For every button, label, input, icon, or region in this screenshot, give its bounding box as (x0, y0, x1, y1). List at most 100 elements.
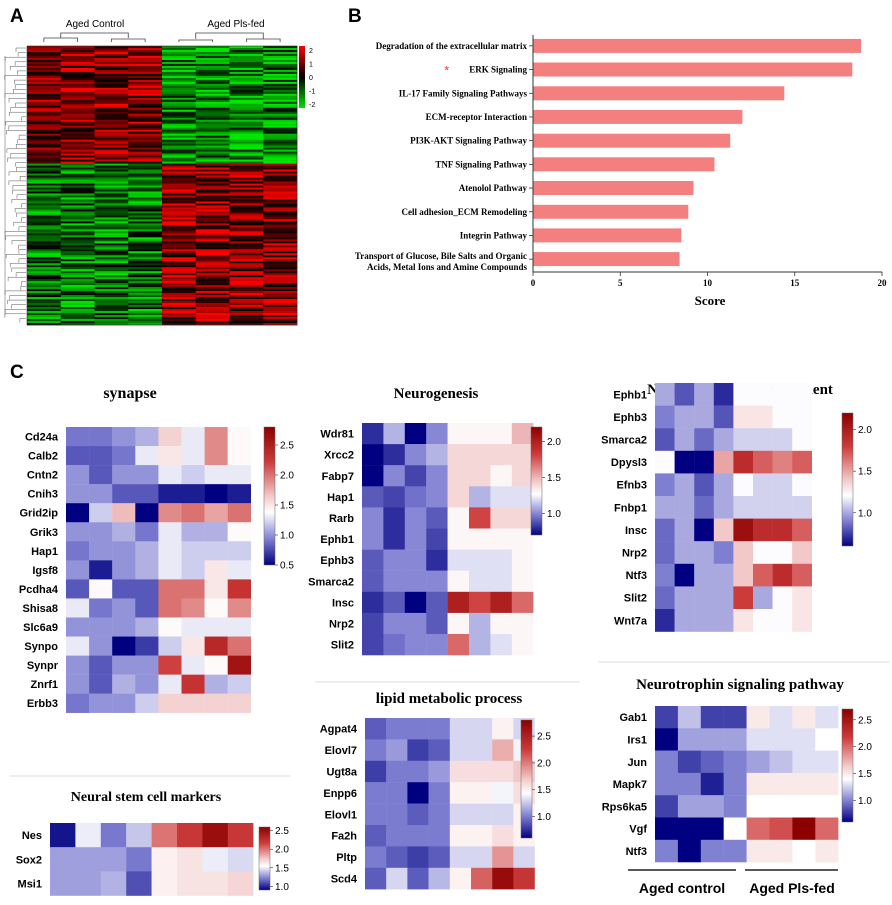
heatmap-cell (27, 219, 62, 222)
heatmap-cell (112, 579, 136, 599)
heatmap-cell (27, 103, 62, 107)
heatmap-cell (195, 269, 230, 272)
heatmap-cell (677, 772, 701, 796)
bar (533, 38, 862, 53)
heatmap-cell (60, 175, 95, 178)
heatmap-cell (263, 69, 298, 73)
heatmap-cell (723, 706, 747, 729)
heatmap-cell (128, 143, 163, 146)
heatmap-cell (263, 311, 298, 314)
heatmap-cell (60, 243, 95, 246)
heatmap-cell (229, 323, 264, 326)
heatmap-cell (655, 473, 675, 497)
heatmap-cell (263, 251, 298, 254)
colorbar-tick-label: 2.0 (537, 758, 551, 769)
heatmap-cell (263, 307, 298, 310)
heatmap-cell (60, 97, 95, 101)
heatmap-cell (490, 423, 512, 445)
heatmap-cell (469, 423, 491, 445)
heatmap-cell (490, 634, 512, 656)
heatmap-cell (162, 259, 197, 262)
heatmap-cell (94, 131, 129, 134)
row-dendrogram (4, 47, 26, 323)
heatmap-cell (195, 149, 230, 152)
heatmap-cell (94, 275, 129, 278)
heatmap-cell (386, 718, 408, 740)
heatmap-cell (162, 165, 197, 168)
heatmap-cell (490, 465, 512, 487)
heatmap-cell (195, 165, 230, 168)
heatmap-cell (815, 839, 839, 863)
colorbar-tick-label: 1.5 (275, 863, 289, 874)
heatmap-cell (229, 105, 264, 109)
heatmap-cell (94, 77, 129, 81)
heatmap-cell (263, 217, 298, 220)
heatmap-cell (128, 315, 163, 318)
heatmap-cell (128, 199, 163, 202)
heatmap-cell (162, 49, 197, 53)
heatmap-cell (162, 159, 197, 162)
heatmap-cell (263, 295, 298, 298)
heatmap-cell (753, 541, 773, 564)
heatmap-cell (263, 101, 298, 105)
heatmap-cell (229, 115, 264, 119)
heatmap-cell (263, 151, 298, 154)
heatmap-cell (94, 123, 129, 127)
row-label: Xrcc2 (324, 450, 354, 462)
heatmap-cell (27, 209, 62, 212)
heatmap-cell (60, 201, 95, 204)
heatmap-cell (94, 195, 129, 198)
heatmap-cell (162, 291, 197, 294)
heatmap-cell (27, 149, 62, 152)
heatmap-cell (60, 247, 95, 250)
heatmap-cell (94, 141, 129, 144)
heatmap-cell (227, 484, 251, 504)
heatmap-cell (229, 123, 264, 127)
dendrogram-branch (8, 171, 26, 176)
heatmap-cell (162, 95, 197, 99)
heatmap-cell (792, 795, 816, 818)
dendrogram-branch (14, 61, 26, 66)
heatmap-cell (229, 73, 264, 77)
heatmap-cell (383, 507, 405, 529)
heatmap-cell (229, 195, 264, 198)
heatmap-cell (162, 245, 197, 248)
heatmap-cell (492, 718, 514, 740)
heatmap-cell (27, 213, 62, 216)
heatmap-cell (263, 173, 298, 176)
heatmap-cell (471, 825, 493, 847)
heatmap-cell (128, 271, 163, 274)
x-tick-label: 10 (703, 278, 713, 288)
heatmap-cell (162, 263, 197, 266)
dendrogram-branch (13, 221, 26, 227)
heatmap-cell (60, 221, 95, 224)
heatmap-cell (94, 121, 129, 125)
heatmap-cell (66, 541, 90, 561)
heatmap-cell (195, 171, 230, 174)
heatmap-cell (75, 847, 101, 872)
heatmap-cell (195, 221, 230, 224)
heatmap-cell (263, 241, 298, 244)
heatmap-cell (162, 283, 197, 286)
heatmap-cell (195, 151, 230, 154)
heatmap-cell (128, 85, 163, 89)
heatmap-cell (677, 839, 701, 863)
heatmap-cell (162, 199, 197, 202)
heatmap-cell (27, 313, 62, 316)
heatmap-cell (60, 229, 95, 232)
heatmap-cell (677, 728, 701, 751)
heatmap-cell (94, 323, 129, 326)
dendrogram-branch (11, 199, 26, 204)
heatmap-cell (94, 219, 129, 222)
heatmap-cell (94, 237, 129, 240)
colorbar-tick-label: 2.0 (275, 845, 289, 856)
heatmap-cell (162, 171, 197, 174)
heatmap-cell (753, 428, 773, 451)
heatmap-cell (89, 560, 113, 580)
heatmap-cell (162, 83, 197, 87)
heatmap-cell (128, 115, 163, 119)
heatmap-cell (195, 293, 230, 296)
category-label: TNF Signaling Pathway (435, 159, 527, 169)
heatmap-cell (263, 195, 298, 198)
heatmap-cell (60, 317, 95, 320)
